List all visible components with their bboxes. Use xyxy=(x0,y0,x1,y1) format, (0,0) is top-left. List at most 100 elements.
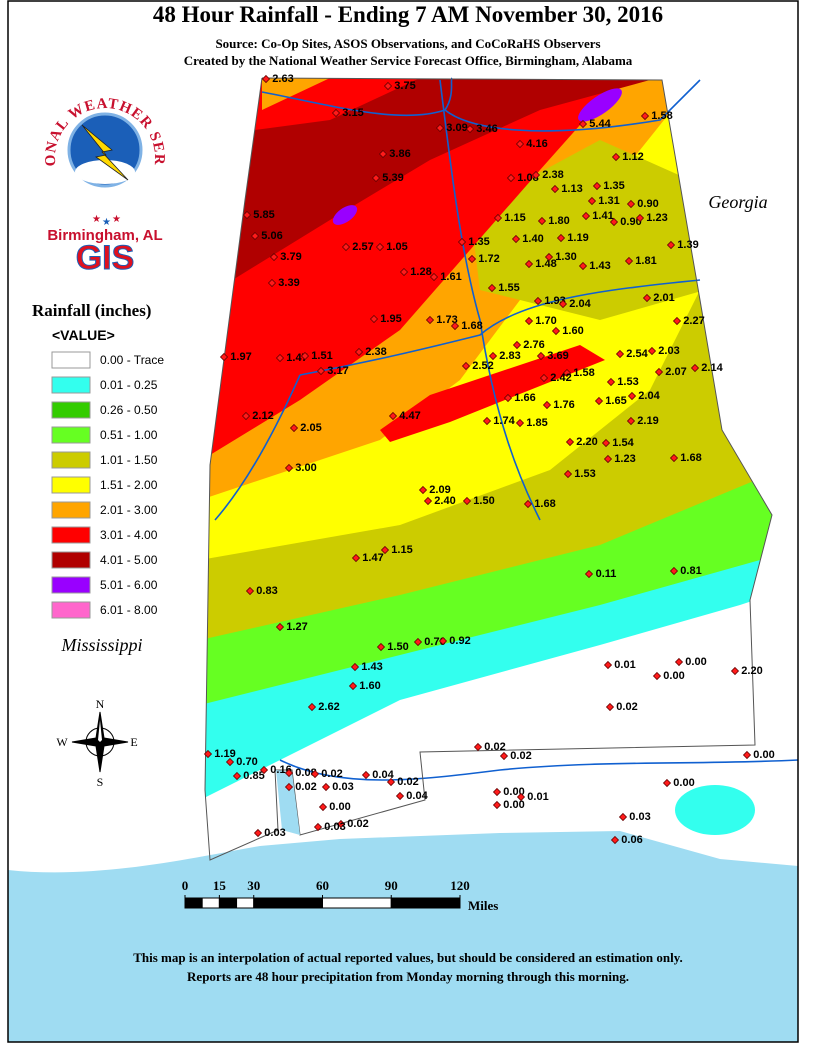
station-value: 1.55 xyxy=(498,282,519,294)
station-marker xyxy=(388,411,398,421)
legend-swatch xyxy=(51,351,91,369)
station-marker xyxy=(429,272,439,282)
station-value: 1.30 xyxy=(555,251,576,263)
station-value: 5.44 xyxy=(589,118,611,130)
station-marker xyxy=(506,173,516,183)
station-marker xyxy=(503,393,513,403)
compass: N S E W xyxy=(56,697,137,789)
station-value: 0.03 xyxy=(332,781,353,793)
station-marker xyxy=(203,749,213,759)
station-marker xyxy=(378,149,388,159)
station-marker xyxy=(253,828,263,838)
station-value: 1.53 xyxy=(574,468,595,480)
station-value: 1.72 xyxy=(478,253,499,265)
station-value: 1.54 xyxy=(612,437,634,449)
station-marker xyxy=(551,326,561,336)
band xyxy=(262,78,330,110)
scale-tick-label: 30 xyxy=(247,878,260,893)
footer-line: Reports are 48 hour precipitation from M… xyxy=(187,969,629,984)
state-label: Mississippi xyxy=(60,635,142,655)
station-value: 2.20 xyxy=(741,665,762,677)
station-value: 2.52 xyxy=(472,360,493,372)
station-value: 1.51 xyxy=(311,350,332,362)
station-value: 2.05 xyxy=(300,422,321,434)
station-marker xyxy=(275,622,285,632)
station-marker xyxy=(473,742,483,752)
legend-label: 4.01 - 5.00 xyxy=(100,553,158,567)
station-marker xyxy=(592,181,602,191)
subtitle: Created by the National Weather Service … xyxy=(184,53,633,68)
legend-label: 6.01 - 8.00 xyxy=(100,603,158,617)
station-marker xyxy=(289,423,299,433)
station-marker xyxy=(261,74,271,84)
station-value: 0.70 xyxy=(424,636,445,648)
station-value: 1.31 xyxy=(598,195,619,207)
station-value: 4.16 xyxy=(526,138,547,150)
station-marker xyxy=(654,367,664,377)
scale-tick-label: 0 xyxy=(182,878,189,893)
station-value: 1.61 xyxy=(440,271,461,283)
legend-swatch xyxy=(51,526,91,544)
station-value: 2.04 xyxy=(638,390,660,402)
station-value: 0.00 xyxy=(685,656,706,668)
station-marker xyxy=(450,321,460,331)
station-marker xyxy=(375,242,385,252)
station-marker xyxy=(284,463,294,473)
station-marker xyxy=(669,453,679,463)
station-value: 0.02 xyxy=(347,818,368,830)
logo-office: Birmingham, AL xyxy=(47,227,162,244)
station-value: 2.38 xyxy=(542,169,563,181)
station-marker xyxy=(488,351,498,361)
station-value: 1.23 xyxy=(614,453,635,465)
station-value: 1.28 xyxy=(410,266,431,278)
legend-swatch xyxy=(51,451,91,469)
station-marker xyxy=(313,822,323,832)
legend-label: 1.51 - 2.00 xyxy=(100,478,158,492)
station-marker xyxy=(232,771,242,781)
station-value: 1.58 xyxy=(651,110,672,122)
station-marker xyxy=(533,296,543,306)
footer-line: This map is an interpolation of actual r… xyxy=(133,950,683,965)
frame xyxy=(7,0,799,1043)
legend-field: <VALUE> xyxy=(52,327,115,343)
station-marker xyxy=(611,152,621,162)
station-marker xyxy=(626,199,636,209)
station-value: 2.83 xyxy=(499,350,520,362)
station-value: 3.79 xyxy=(280,251,301,263)
station-marker xyxy=(550,184,560,194)
station-value: 2.54 xyxy=(626,348,648,360)
station-marker xyxy=(316,366,326,376)
station-value: 1.76 xyxy=(553,399,574,411)
station-marker xyxy=(336,819,346,829)
station-value: 1.50 xyxy=(387,641,408,653)
station-marker xyxy=(594,396,604,406)
station-marker xyxy=(259,765,269,775)
scale-tick-label: 60 xyxy=(316,878,329,893)
station-value: 0.90 xyxy=(620,216,641,228)
station-value: 1.85 xyxy=(526,417,547,429)
station-value: 1.60 xyxy=(359,680,380,692)
station-value: 2.62 xyxy=(318,701,339,713)
station-marker xyxy=(515,418,525,428)
station-value: 1.15 xyxy=(391,544,412,556)
station-marker xyxy=(250,231,260,241)
scale-unit: Miles xyxy=(468,898,498,913)
legend-swatch xyxy=(51,476,91,494)
station-value: 1.23 xyxy=(646,212,667,224)
station-value: 1.58 xyxy=(573,367,594,379)
station-marker xyxy=(493,213,503,223)
station-value: 1.68 xyxy=(680,452,701,464)
station-marker xyxy=(511,234,521,244)
scale-segment xyxy=(236,897,255,909)
station-value: 0.01 xyxy=(614,659,635,671)
station-value: 0.01 xyxy=(527,791,548,803)
station-value: 3.00 xyxy=(295,462,316,474)
station-value: 1.74 xyxy=(493,415,515,427)
station-value: 2.38 xyxy=(365,346,386,358)
station-marker xyxy=(652,671,662,681)
station-marker xyxy=(361,770,371,780)
station-marker xyxy=(371,173,381,183)
station-value: 2.20 xyxy=(576,436,597,448)
legend-swatch xyxy=(51,401,91,419)
